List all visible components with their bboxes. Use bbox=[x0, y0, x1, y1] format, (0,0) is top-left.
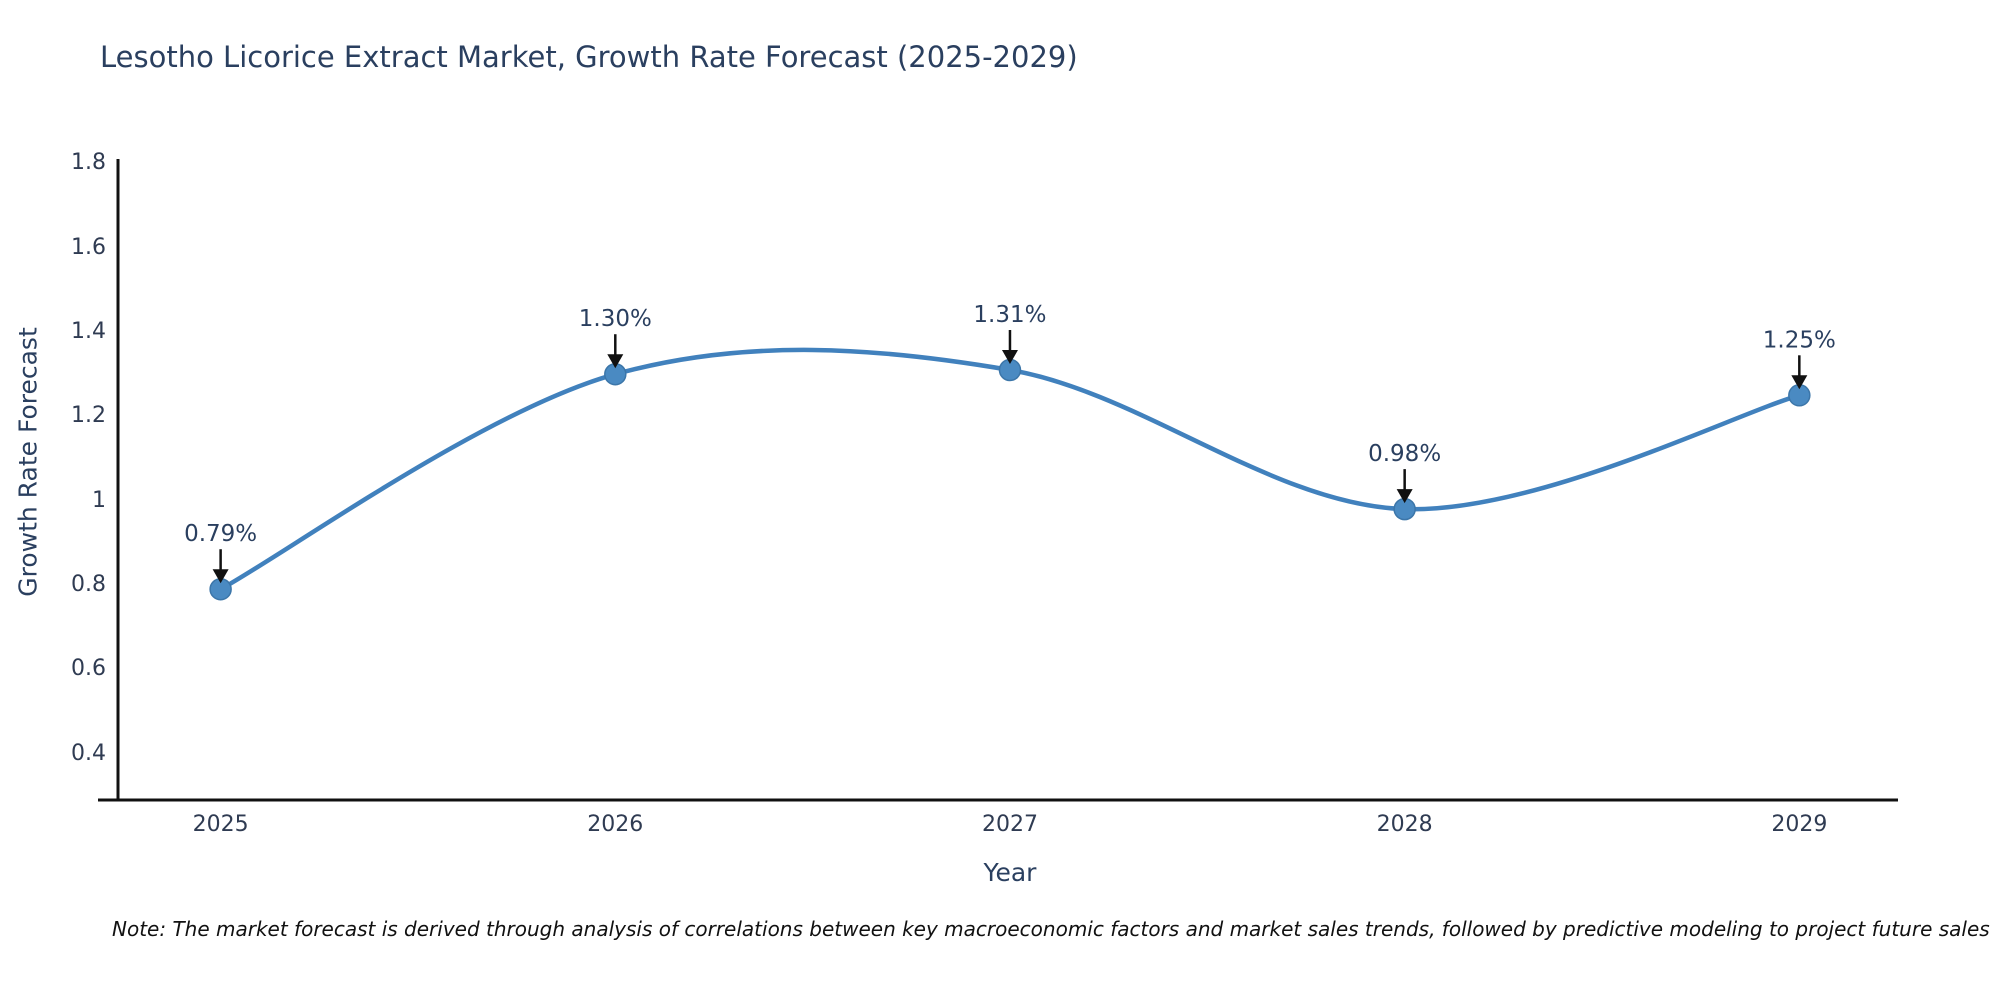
y-axis-title: Growth Rate Forecast bbox=[13, 327, 43, 597]
annotation-arrowhead bbox=[607, 354, 624, 369]
y-tick-label: 1.8 bbox=[71, 150, 106, 176]
y-tick-label: 0.6 bbox=[71, 656, 106, 682]
annotation-arrowhead bbox=[1001, 350, 1018, 364]
x-tick-label: 2025 bbox=[192, 812, 249, 837]
y-tick-label: 0.4 bbox=[71, 740, 106, 766]
y-tick-label: 1.2 bbox=[71, 403, 106, 429]
x-tick-label: 2028 bbox=[1376, 812, 1433, 837]
trend-line bbox=[218, 347, 1802, 592]
y-tick-label: 1.4 bbox=[71, 319, 106, 345]
annotation-label: 0.98% bbox=[1368, 441, 1441, 467]
chart-title: Lesotho Licorice Extract Market, Growth … bbox=[100, 40, 1078, 74]
x-axis-title: Year bbox=[983, 858, 1037, 887]
annotation-label: 1.30% bbox=[579, 306, 652, 332]
annotation-arrowhead bbox=[1396, 489, 1413, 504]
x-tick-label: 2029 bbox=[1771, 812, 1828, 837]
annotation-label: 0.79% bbox=[184, 521, 257, 547]
annotation-arrowhead bbox=[212, 569, 229, 584]
y-tick-label: 1.6 bbox=[71, 234, 106, 260]
annotation-arrowhead bbox=[1791, 375, 1808, 390]
x-tick-label: 2026 bbox=[587, 812, 644, 837]
annotation-label: 1.25% bbox=[1763, 327, 1836, 353]
y-tick-label: 1 bbox=[92, 487, 106, 513]
annotation-label: 1.31% bbox=[973, 302, 1046, 328]
footnote: Note: The market forecast is derived thr… bbox=[112, 917, 1990, 941]
y-tick-label: 0.8 bbox=[71, 572, 106, 597]
x-tick-label: 2027 bbox=[981, 812, 1038, 837]
